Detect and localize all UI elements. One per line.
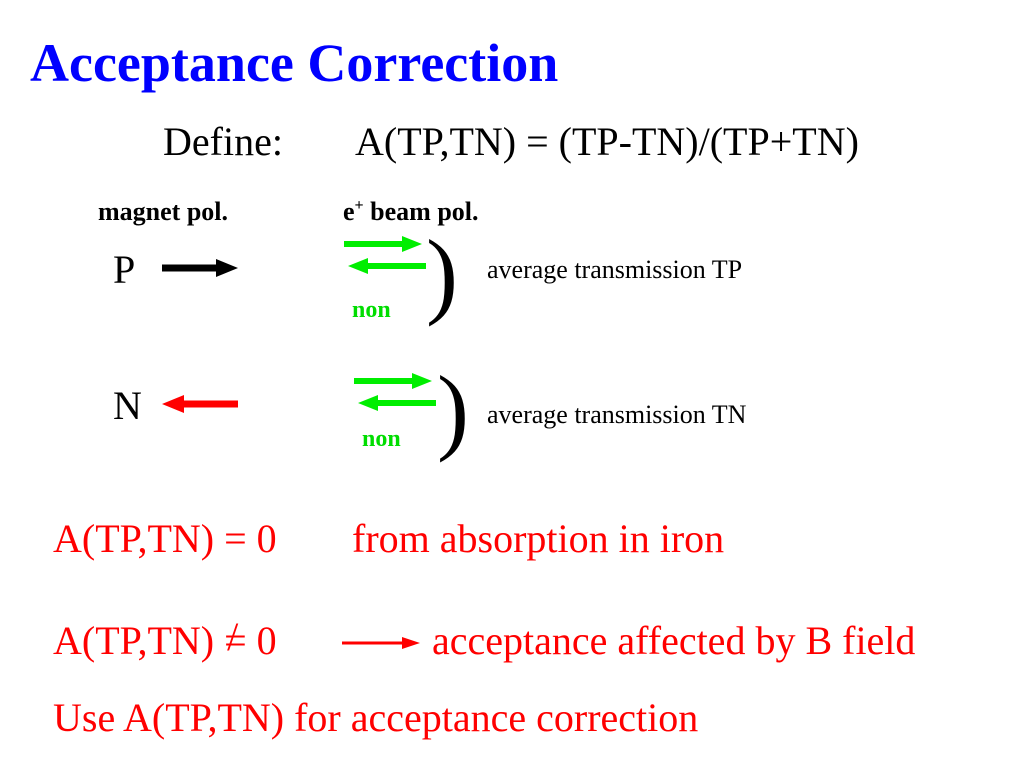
bracket-p: ) bbox=[426, 220, 458, 327]
result-tn: average transmission TN bbox=[487, 400, 747, 429]
beam-pol-header: e+ beam pol. bbox=[343, 196, 479, 228]
magnet-pol-header: magnet pol. bbox=[98, 197, 228, 226]
beam-arrows-p-icon bbox=[344, 236, 426, 274]
nonzero-formula-right: 0 bbox=[246, 618, 277, 663]
magnet-letter-p: P bbox=[113, 247, 136, 292]
magnet-letter-n: N bbox=[113, 383, 142, 428]
zero-description: from absorption in iron bbox=[352, 516, 725, 561]
beam-pol-sup: + bbox=[354, 197, 364, 214]
zero-formula: A(TP,TN) = 0 bbox=[53, 516, 277, 561]
beam-non-label-p: non bbox=[352, 297, 391, 323]
slide-title: Acceptance Correction bbox=[30, 33, 559, 93]
implies-arrow-icon bbox=[342, 637, 420, 649]
result-tp: average transmission TP bbox=[487, 255, 743, 284]
use-statement: Use A(TP,TN) for acceptance correction bbox=[53, 695, 699, 740]
beam-pol-prefix: e bbox=[343, 197, 355, 226]
not-equal-symbol: =/=/ bbox=[224, 614, 247, 663]
magnet-arrow-left-icon bbox=[162, 395, 238, 413]
define-formula: A(TP,TN) = (TP-TN)/(TP+TN) bbox=[355, 119, 859, 164]
magnet-arrow-right-icon bbox=[162, 259, 238, 277]
nonzero-formula-left: A(TP,TN) bbox=[53, 618, 225, 663]
beam-pol-suffix: beam pol. bbox=[363, 197, 479, 226]
bracket-n: ) bbox=[437, 356, 469, 463]
beam-non-label-n: non bbox=[362, 426, 401, 452]
beam-arrows-n-icon bbox=[354, 373, 436, 411]
define-label: Define: bbox=[163, 119, 283, 164]
nonzero-description: acceptance affected by B field bbox=[432, 618, 916, 663]
nonzero-formula: A(TP,TN) =/=/ 0 bbox=[53, 614, 277, 665]
